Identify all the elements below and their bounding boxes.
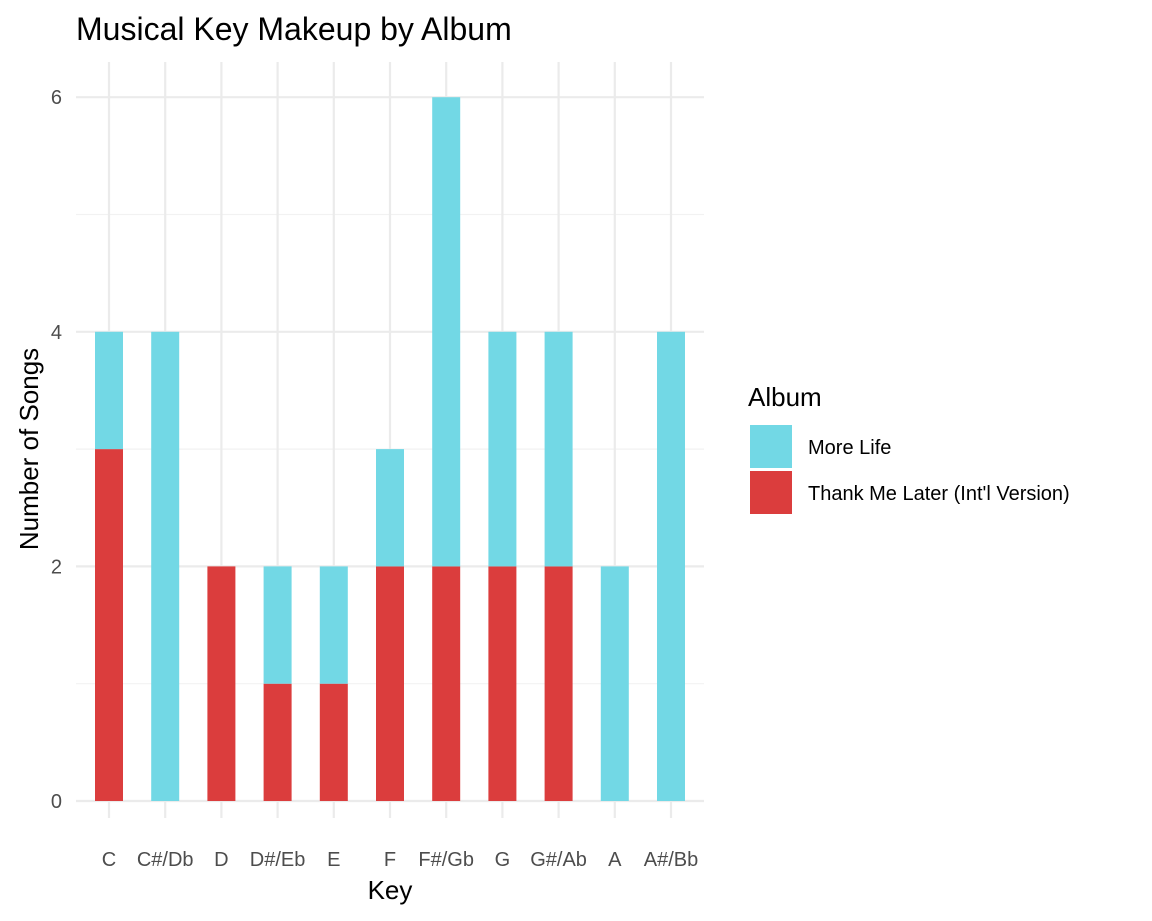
x-tick-label: D — [214, 849, 228, 871]
y-tick-label: 0 — [51, 791, 62, 813]
x-tick-label: D#/Eb — [250, 849, 306, 871]
bar-segment — [319, 566, 348, 684]
bar-segment — [319, 683, 348, 801]
y-tick-label: 2 — [51, 556, 62, 578]
x-tick-label: G#/Ab — [530, 849, 587, 871]
x-tick-label: E — [327, 849, 340, 871]
x-tick-label: G — [495, 849, 511, 871]
bar-segment — [544, 566, 573, 801]
bar-segment — [600, 566, 629, 801]
legend-title: Album — [748, 382, 822, 412]
y-tick-label: 6 — [51, 87, 62, 109]
legend-swatch — [750, 425, 792, 468]
legend-swatch — [750, 471, 792, 514]
x-tick-label: C#/Db — [137, 849, 194, 871]
bar-segment — [432, 566, 461, 801]
y-axis-ticks: 0 2 4 6 — [51, 87, 62, 813]
chart-title: Musical Key Makeup by Album — [76, 11, 512, 47]
legend-label: Thank Me Later (Int'l Version) — [808, 483, 1070, 505]
bar-segment — [151, 331, 180, 801]
bar-segment — [376, 566, 404, 801]
bar-segment — [95, 449, 123, 801]
legend-label: More Life — [808, 437, 891, 459]
x-axis-ticks: C C#/Db D D#/Eb E F F#/Gb G G#/Ab A A#/Bb — [102, 849, 698, 871]
x-tick-label: A#/Bb — [644, 849, 698, 871]
x-tick-label: F — [384, 849, 396, 871]
y-tick-label: 4 — [51, 322, 62, 344]
bar-segment — [207, 566, 236, 801]
bar-segment — [544, 331, 573, 567]
x-tick-label: A — [608, 849, 622, 871]
bar-segment — [263, 566, 292, 684]
legend: Album More Life Thank Me Later (Int'l Ver… — [748, 382, 1070, 514]
bar-segment — [488, 331, 517, 567]
bar-segment — [376, 449, 404, 567]
y-axis-title: Number of Songs — [14, 348, 44, 550]
bar-segment — [657, 331, 685, 801]
bar-segment — [95, 331, 123, 450]
bar-segment — [263, 683, 292, 801]
x-tick-label: F#/Gb — [418, 849, 474, 871]
x-axis-title: Key — [368, 875, 413, 905]
bar-segment — [488, 566, 517, 801]
bar-segment — [432, 97, 461, 567]
bars — [95, 97, 685, 801]
x-tick-label: C — [102, 849, 116, 871]
